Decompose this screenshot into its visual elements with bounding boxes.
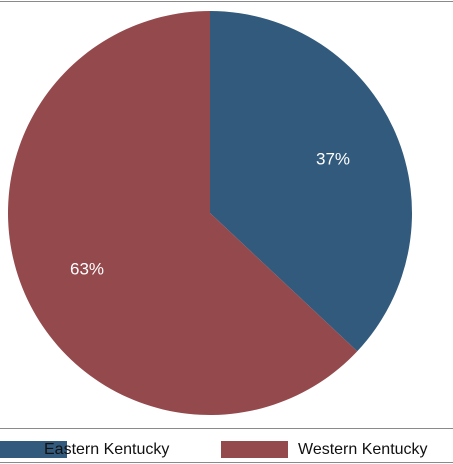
legend-swatch-eastern-kentucky [0, 441, 67, 458]
slice-label-eastern-kentucky: 37% [316, 149, 350, 168]
pie-slice-labels: 37% 63% [70, 149, 350, 278]
legend: Eastern Kentucky Western Kentucky [0, 441, 428, 458]
pie-slice-eastern-kentucky [210, 11, 412, 352]
pie-slice-western-kentucky [7, 11, 358, 415]
slice-label-western-kentucky: 63% [70, 259, 104, 278]
legend-label-western-kentucky: Western Kentucky [298, 441, 428, 458]
legend-label-eastern-kentucky: Eastern Kentucky [44, 441, 169, 458]
pie-slices [7, 11, 412, 415]
legend-swatch-western-kentucky [221, 441, 288, 458]
